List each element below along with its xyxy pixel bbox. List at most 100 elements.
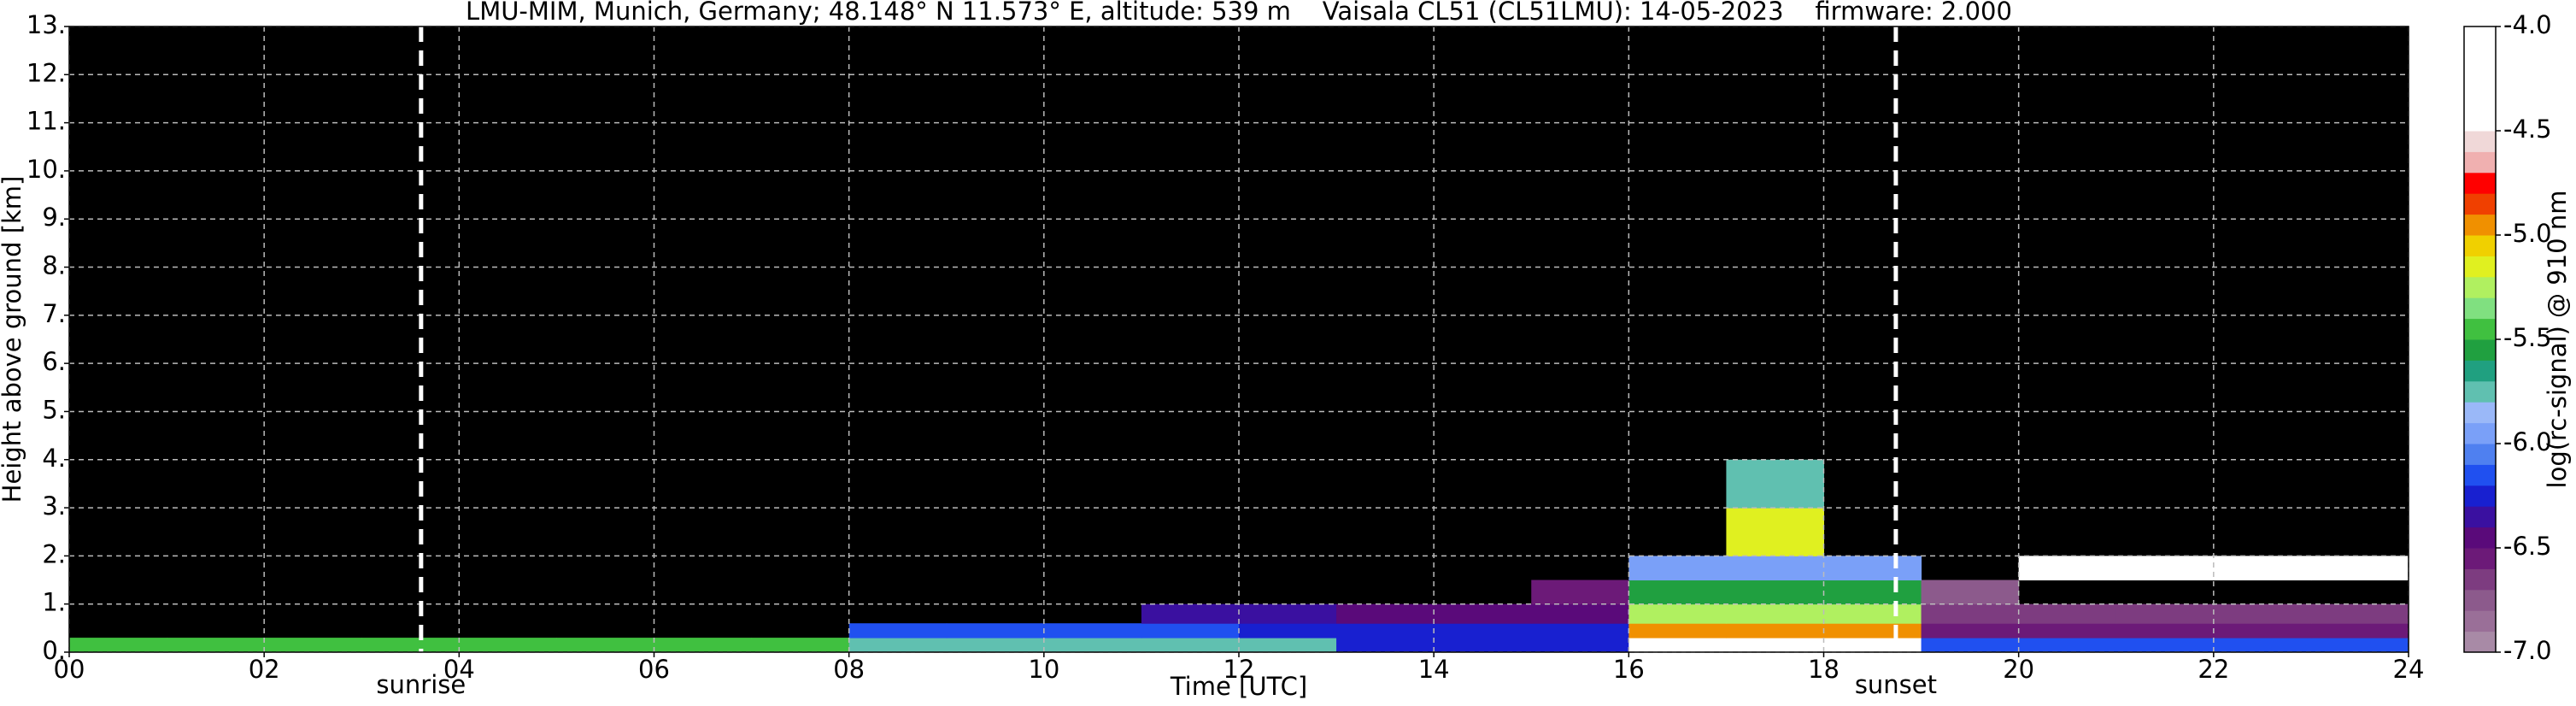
heatmap-cell	[1531, 603, 1629, 624]
heatmap-cell	[2213, 638, 2312, 653]
heatmap-cell	[2213, 556, 2312, 581]
y-axis-label: Height above ground [km]	[0, 176, 26, 503]
heatmap-cell	[2310, 556, 2409, 581]
heatmap-cell	[1726, 580, 1824, 605]
heatmap-cell	[2018, 623, 2117, 638]
heatmap-cell	[1141, 623, 1240, 638]
annotation-label: sunrise	[376, 670, 466, 699]
heatmap-cell	[1336, 603, 1435, 624]
colorbar-segment	[2464, 193, 2496, 215]
heatmap-cell	[1726, 638, 1824, 653]
heatmap-cell	[1628, 638, 1727, 653]
x-tick-label: 10	[1028, 655, 1059, 684]
colorbar-segment	[2464, 402, 2496, 424]
heatmap-cell	[1141, 603, 1240, 624]
heatmap-cell	[1628, 556, 1727, 581]
heatmap-cell	[1628, 580, 1727, 605]
heatmap-cell	[1239, 638, 1337, 653]
y-tick-label: 7.	[42, 299, 66, 328]
heatmap-cell	[264, 638, 362, 653]
colorbar-segment	[2464, 276, 2496, 298]
colorbar-segment	[2464, 610, 2496, 632]
heatmap-cell	[1239, 603, 1337, 624]
heatmap-cell	[1726, 508, 1824, 556]
colorbar-segment	[2464, 568, 2496, 591]
y-tick-label: 12.	[26, 58, 66, 87]
x-axis-label: Time [UTC]	[1170, 672, 1307, 701]
heatmap-cell	[848, 623, 948, 638]
colorbar-segment	[2464, 444, 2496, 465]
y-tick-label: 11.	[26, 107, 66, 136]
x-tick-label: 04	[443, 655, 475, 684]
heatmap-cell	[1726, 556, 1824, 581]
x-tick-label: 14	[1418, 655, 1450, 684]
heatmap-cell	[1823, 556, 1922, 581]
heatmap-cell	[1336, 623, 1435, 638]
y-tick-label: 1.	[42, 588, 66, 617]
colorbar-segment	[2464, 26, 2496, 132]
y-tick-label: 13.	[26, 10, 66, 39]
colorbar-segment	[2464, 256, 2496, 278]
y-tick-label: 6.	[42, 347, 66, 376]
x-tick-label: 20	[2003, 655, 2034, 684]
heatmap-cell	[556, 638, 654, 653]
x-tick-label: 00	[54, 655, 85, 684]
x-tick-label: 12	[1223, 655, 1255, 684]
heatmap-cell	[1823, 603, 1922, 624]
y-tick-label: 5.	[42, 395, 66, 424]
colorbar-tick-label: -4.0	[2503, 10, 2552, 39]
heatmap-cell	[1726, 603, 1824, 624]
heatmap-cell	[1628, 603, 1727, 624]
heatmap-cell	[1823, 638, 1922, 653]
colorbar-segment	[2464, 527, 2496, 549]
heatmap-cell	[1531, 580, 1629, 605]
y-tick-label: 9.	[42, 203, 66, 232]
y-tick-label: 10.	[26, 155, 66, 184]
heatmap-cell	[2018, 638, 2117, 653]
chart-title: LMU-MIM, Munich, Germany; 48.148° N 11.5…	[466, 0, 2012, 26]
colorbar-segment	[2464, 506, 2496, 528]
heatmap-cell	[167, 638, 265, 653]
heatmap-cell	[1823, 623, 1922, 638]
colorbar-label: log(rc-signal) @ 910 nm	[2543, 191, 2572, 489]
heatmap-cell	[2310, 623, 2409, 638]
heatmap-cell	[848, 638, 948, 653]
colorbar-tick-label: -5.0	[2503, 219, 2552, 248]
heatmap-cell	[1921, 623, 2020, 638]
heatmap-cell	[654, 638, 753, 653]
heatmap-cell	[2115, 623, 2215, 638]
colorbar-segment	[2464, 631, 2496, 653]
colorbar-tick-label: -4.5	[2503, 115, 2552, 144]
heatmap-cell	[946, 623, 1045, 638]
heatmap-cell	[1531, 623, 1629, 638]
heatmap-cell	[1921, 638, 2020, 653]
heatmap-cell	[946, 638, 1045, 653]
colorbar-segment	[2464, 235, 2496, 256]
colorbar-tick-label: -7.0	[2503, 636, 2552, 665]
heatmap-cell	[2018, 603, 2117, 624]
colorbar-tick-label: -6.5	[2503, 532, 2552, 561]
colorbar-segment	[2464, 360, 2496, 382]
heatmap-cell	[2115, 556, 2215, 581]
y-tick-label: 2.	[42, 539, 66, 568]
colorbar-segment	[2464, 422, 2496, 444]
colorbar-segment	[2464, 485, 2496, 507]
colorbar-tick-label: -5.5	[2503, 323, 2552, 352]
x-tick-label: 22	[2198, 655, 2229, 684]
heatmap-cell	[1434, 623, 1532, 638]
colorbar-segment	[2464, 548, 2496, 569]
colorbar-segment	[2464, 464, 2496, 486]
colorbar-segment	[2464, 151, 2496, 174]
heatmap-cell	[2213, 603, 2312, 624]
y-tick-label: 8.	[42, 251, 66, 280]
heatmap-cell	[1043, 638, 1142, 653]
colorbar-segment	[2464, 214, 2496, 236]
colorbar-segment	[2464, 589, 2496, 611]
y-tick-label: 0.	[42, 636, 66, 665]
heatmap-cell	[1141, 638, 1240, 653]
colorbar-segment	[2464, 297, 2496, 320]
heatmap-cell	[2213, 623, 2312, 638]
heatmap-cell	[1921, 603, 2020, 624]
